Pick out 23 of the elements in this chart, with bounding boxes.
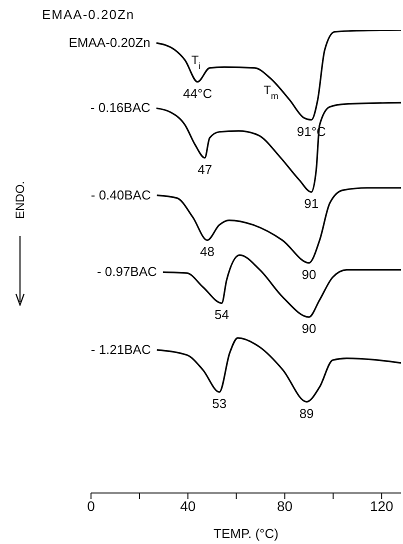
x-tick-label: 0 — [87, 498, 96, 514]
annotation: 44°C — [183, 86, 212, 101]
x-axis-title: TEMP. (°C) — [214, 526, 278, 541]
text: ENDO. — [13, 180, 27, 220]
annotation: 90 — [302, 321, 316, 336]
annotation: 90 — [302, 266, 316, 282]
series-label: - 0.97BAC — [96, 264, 157, 280]
annotation: T$_{i}$ — [191, 53, 201, 71]
annotation: 91 — [304, 196, 319, 212]
x-tick-label: 40 — [180, 498, 196, 514]
annotation: 89 — [299, 406, 314, 421]
annotation: 53 — [212, 396, 227, 412]
chart-title: EMAA-0.20Zn — [42, 7, 135, 22]
annotation: 54 — [214, 307, 230, 322]
annotation: 48 — [200, 244, 214, 260]
series-label: - 0.16BAC — [90, 100, 150, 116]
annotation: 47 — [198, 162, 212, 177]
series-label: - 0.40BAC — [90, 187, 151, 202]
series-label: - 1.21BAC — [90, 342, 151, 357]
x-tick-label: 80 — [276, 498, 293, 514]
annotation: T$_{m}$ — [264, 83, 278, 101]
x-tick-label: 120 — [370, 498, 394, 514]
series-label: EMAA-0.20Zn — [68, 34, 150, 50]
